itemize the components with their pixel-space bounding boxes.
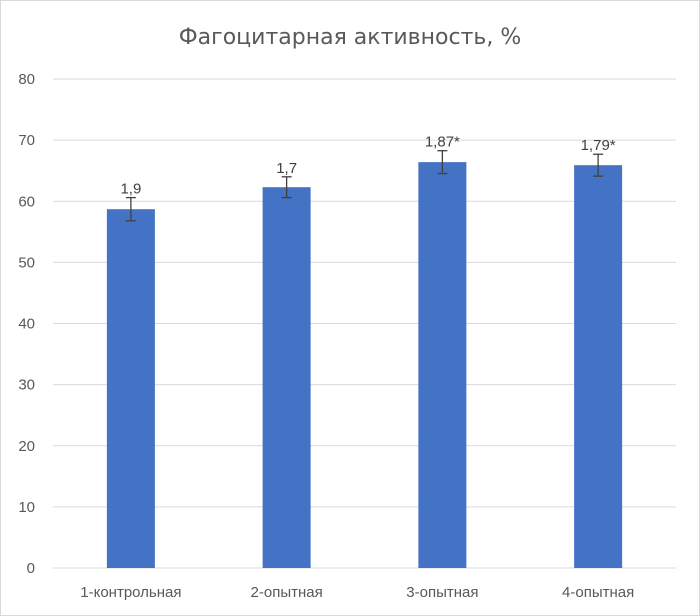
bar <box>418 162 467 568</box>
bar <box>262 187 311 568</box>
y-tick-label: 60 <box>18 193 35 210</box>
y-tick-label: 10 <box>18 499 35 516</box>
data-label: 1,7 <box>276 160 297 177</box>
y-tick-label: 30 <box>18 377 35 394</box>
x-tick-label: 4-опытная <box>562 584 634 601</box>
data-labels: 1,9 1,7 1,87* 1,79* <box>120 134 615 198</box>
y-tick-label: 80 <box>18 71 35 88</box>
x-tick-label: 2-опытная <box>251 584 323 601</box>
y-tick-label: 70 <box>18 132 35 149</box>
error-bars <box>125 150 604 222</box>
y-tick-label: 20 <box>18 438 35 455</box>
x-tick-label: 1-контрольная <box>80 584 181 601</box>
y-axis-ticks: 0 10 20 30 40 50 60 70 80 <box>18 71 35 577</box>
data-label: 1,9 <box>120 181 141 198</box>
x-tick-label: 3-опытная <box>406 584 478 601</box>
y-tick-label: 40 <box>18 316 35 333</box>
bar <box>574 165 623 568</box>
data-label: 1,87* <box>425 134 460 151</box>
chart-title: Фагоцитарная активность, % <box>178 25 522 50</box>
bar <box>106 209 155 569</box>
bars <box>106 162 623 569</box>
y-tick-label: 0 <box>27 560 35 577</box>
gridlines <box>53 78 676 569</box>
y-tick-label: 50 <box>18 254 35 271</box>
data-label: 1,79* <box>581 137 616 154</box>
x-axis-ticks: 1-контрольная 2-опытная 3-опытная 4-опытная <box>80 584 634 601</box>
